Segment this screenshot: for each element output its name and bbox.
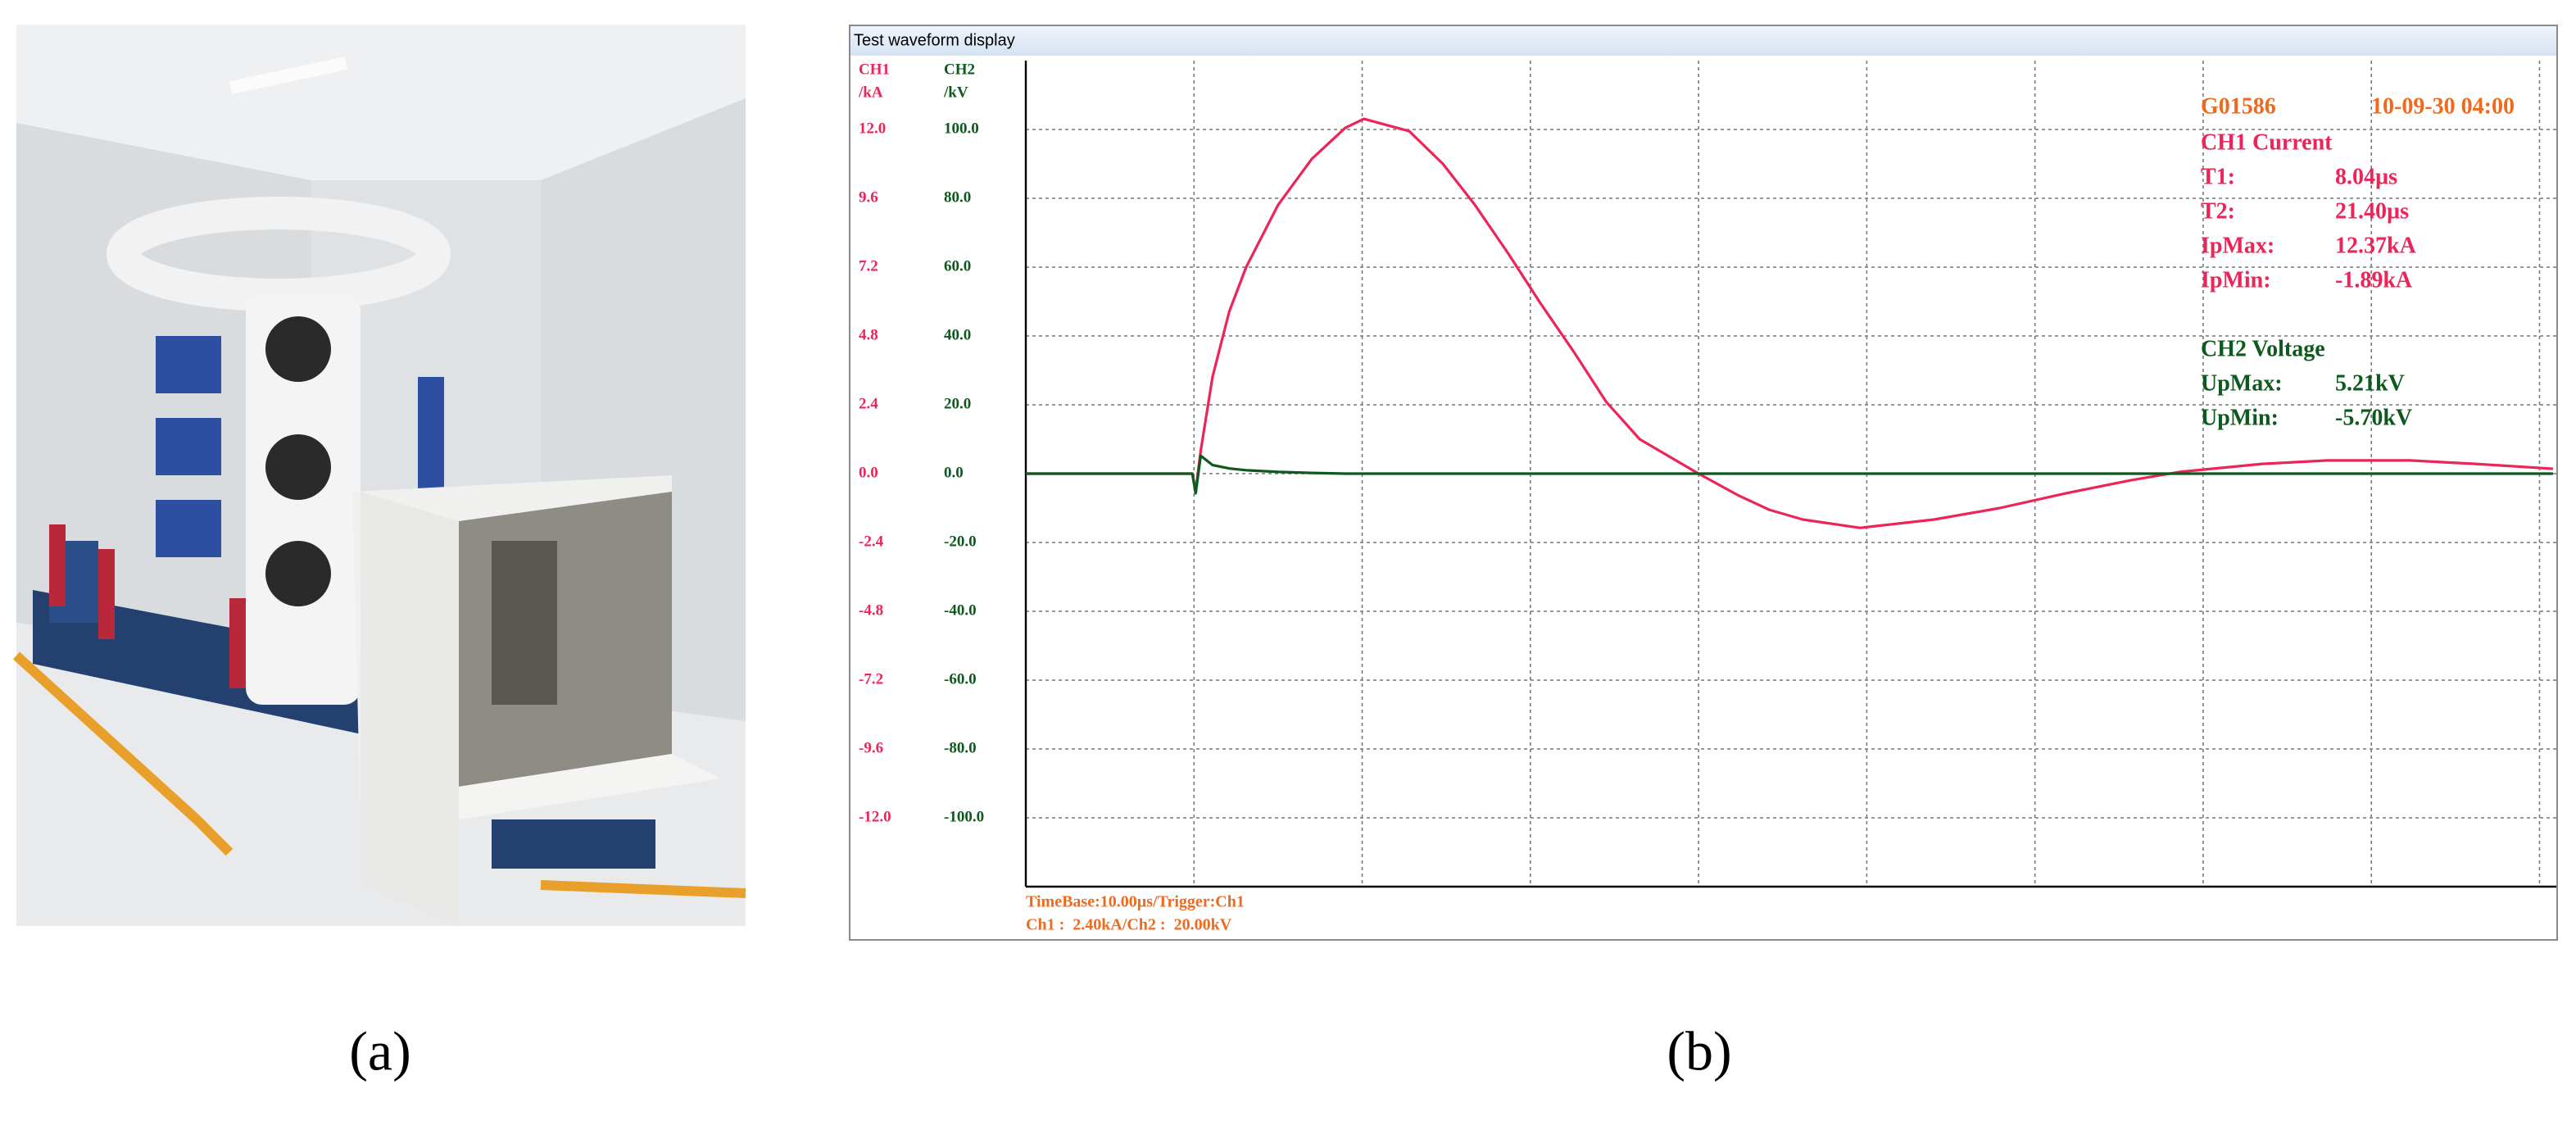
datetime: 10-09-30 04:00 [2371,93,2515,119]
measurement-label: UpMax: [2201,370,2283,396]
y2-axis-label: CH2 [944,61,975,78]
y-tick-label: 12.0 [859,120,886,137]
y2-axis-unit: /kV [943,84,968,101]
y-tick-label: 4.8 [859,326,878,343]
measurement-value: 8.04µs [2335,164,2397,189]
measurement-label: IpMin: [2201,267,2271,293]
y-axis-unit: /kA [858,84,883,101]
y-tick-label: 9.6 [859,188,878,206]
series-line [1026,117,2554,529]
series-line [1026,454,2553,495]
photo [12,25,746,926]
device-id: G01586 [2201,93,2276,119]
legend-label: CH1 Current [2201,129,2333,155]
y2-tick-label: 20.0 [944,395,971,412]
y2-tick-label: 100.0 [944,120,979,137]
footer-text: TimeBase:10.00µs/Trigger:Ch1 [1026,893,1245,911]
footer-text: Ch1 : 2.40kA/Ch2 : 20.00kV [1026,916,1232,934]
y2-tick-label: -100.0 [944,808,984,825]
y2-tick-label: 80.0 [944,188,971,206]
measurement-label: T2: [2201,198,2235,224]
y-tick-label: 7.2 [859,257,878,275]
measurement-label: UpMin: [2201,405,2279,430]
y2-tick-label: 60.0 [944,257,971,275]
y-tick-label: -12.0 [859,808,891,825]
y2-tick-label: 40.0 [944,326,971,343]
y-tick-label: 0.0 [859,464,878,481]
legend-label: CH2 Voltage [2201,336,2325,361]
y2-tick-label: -40.0 [944,601,977,619]
measurement-value: -1.89kA [2335,267,2413,293]
measurement-label: T1: [2201,164,2235,189]
measurement-value: -5.70kV [2335,405,2412,430]
y-axis-label: CH1 [859,61,890,78]
window-title: Test waveform display [854,31,1015,49]
y2-tick-label: -20.0 [944,533,977,550]
measurement-value: 5.21kV [2335,370,2405,396]
panel-label: (b) [1667,1020,1731,1082]
y-tick-label: -2.4 [859,533,884,550]
title-bar [850,26,2556,56]
y2-tick-label: -60.0 [944,670,977,688]
panel-label: (a) [349,1020,410,1082]
y-tick-label: -4.8 [859,601,883,619]
measurement-value: 12.37kA [2335,233,2417,258]
measurement-label: IpMax: [2201,233,2274,258]
y2-tick-label: -80.0 [944,739,977,756]
y-tick-label: 2.4 [859,395,878,412]
y2-tick-label: 0.0 [944,464,964,481]
y-tick-label: -9.6 [859,739,883,756]
measurement-value: 21.40µs [2335,198,2409,224]
y-tick-label: -7.2 [859,670,883,688]
